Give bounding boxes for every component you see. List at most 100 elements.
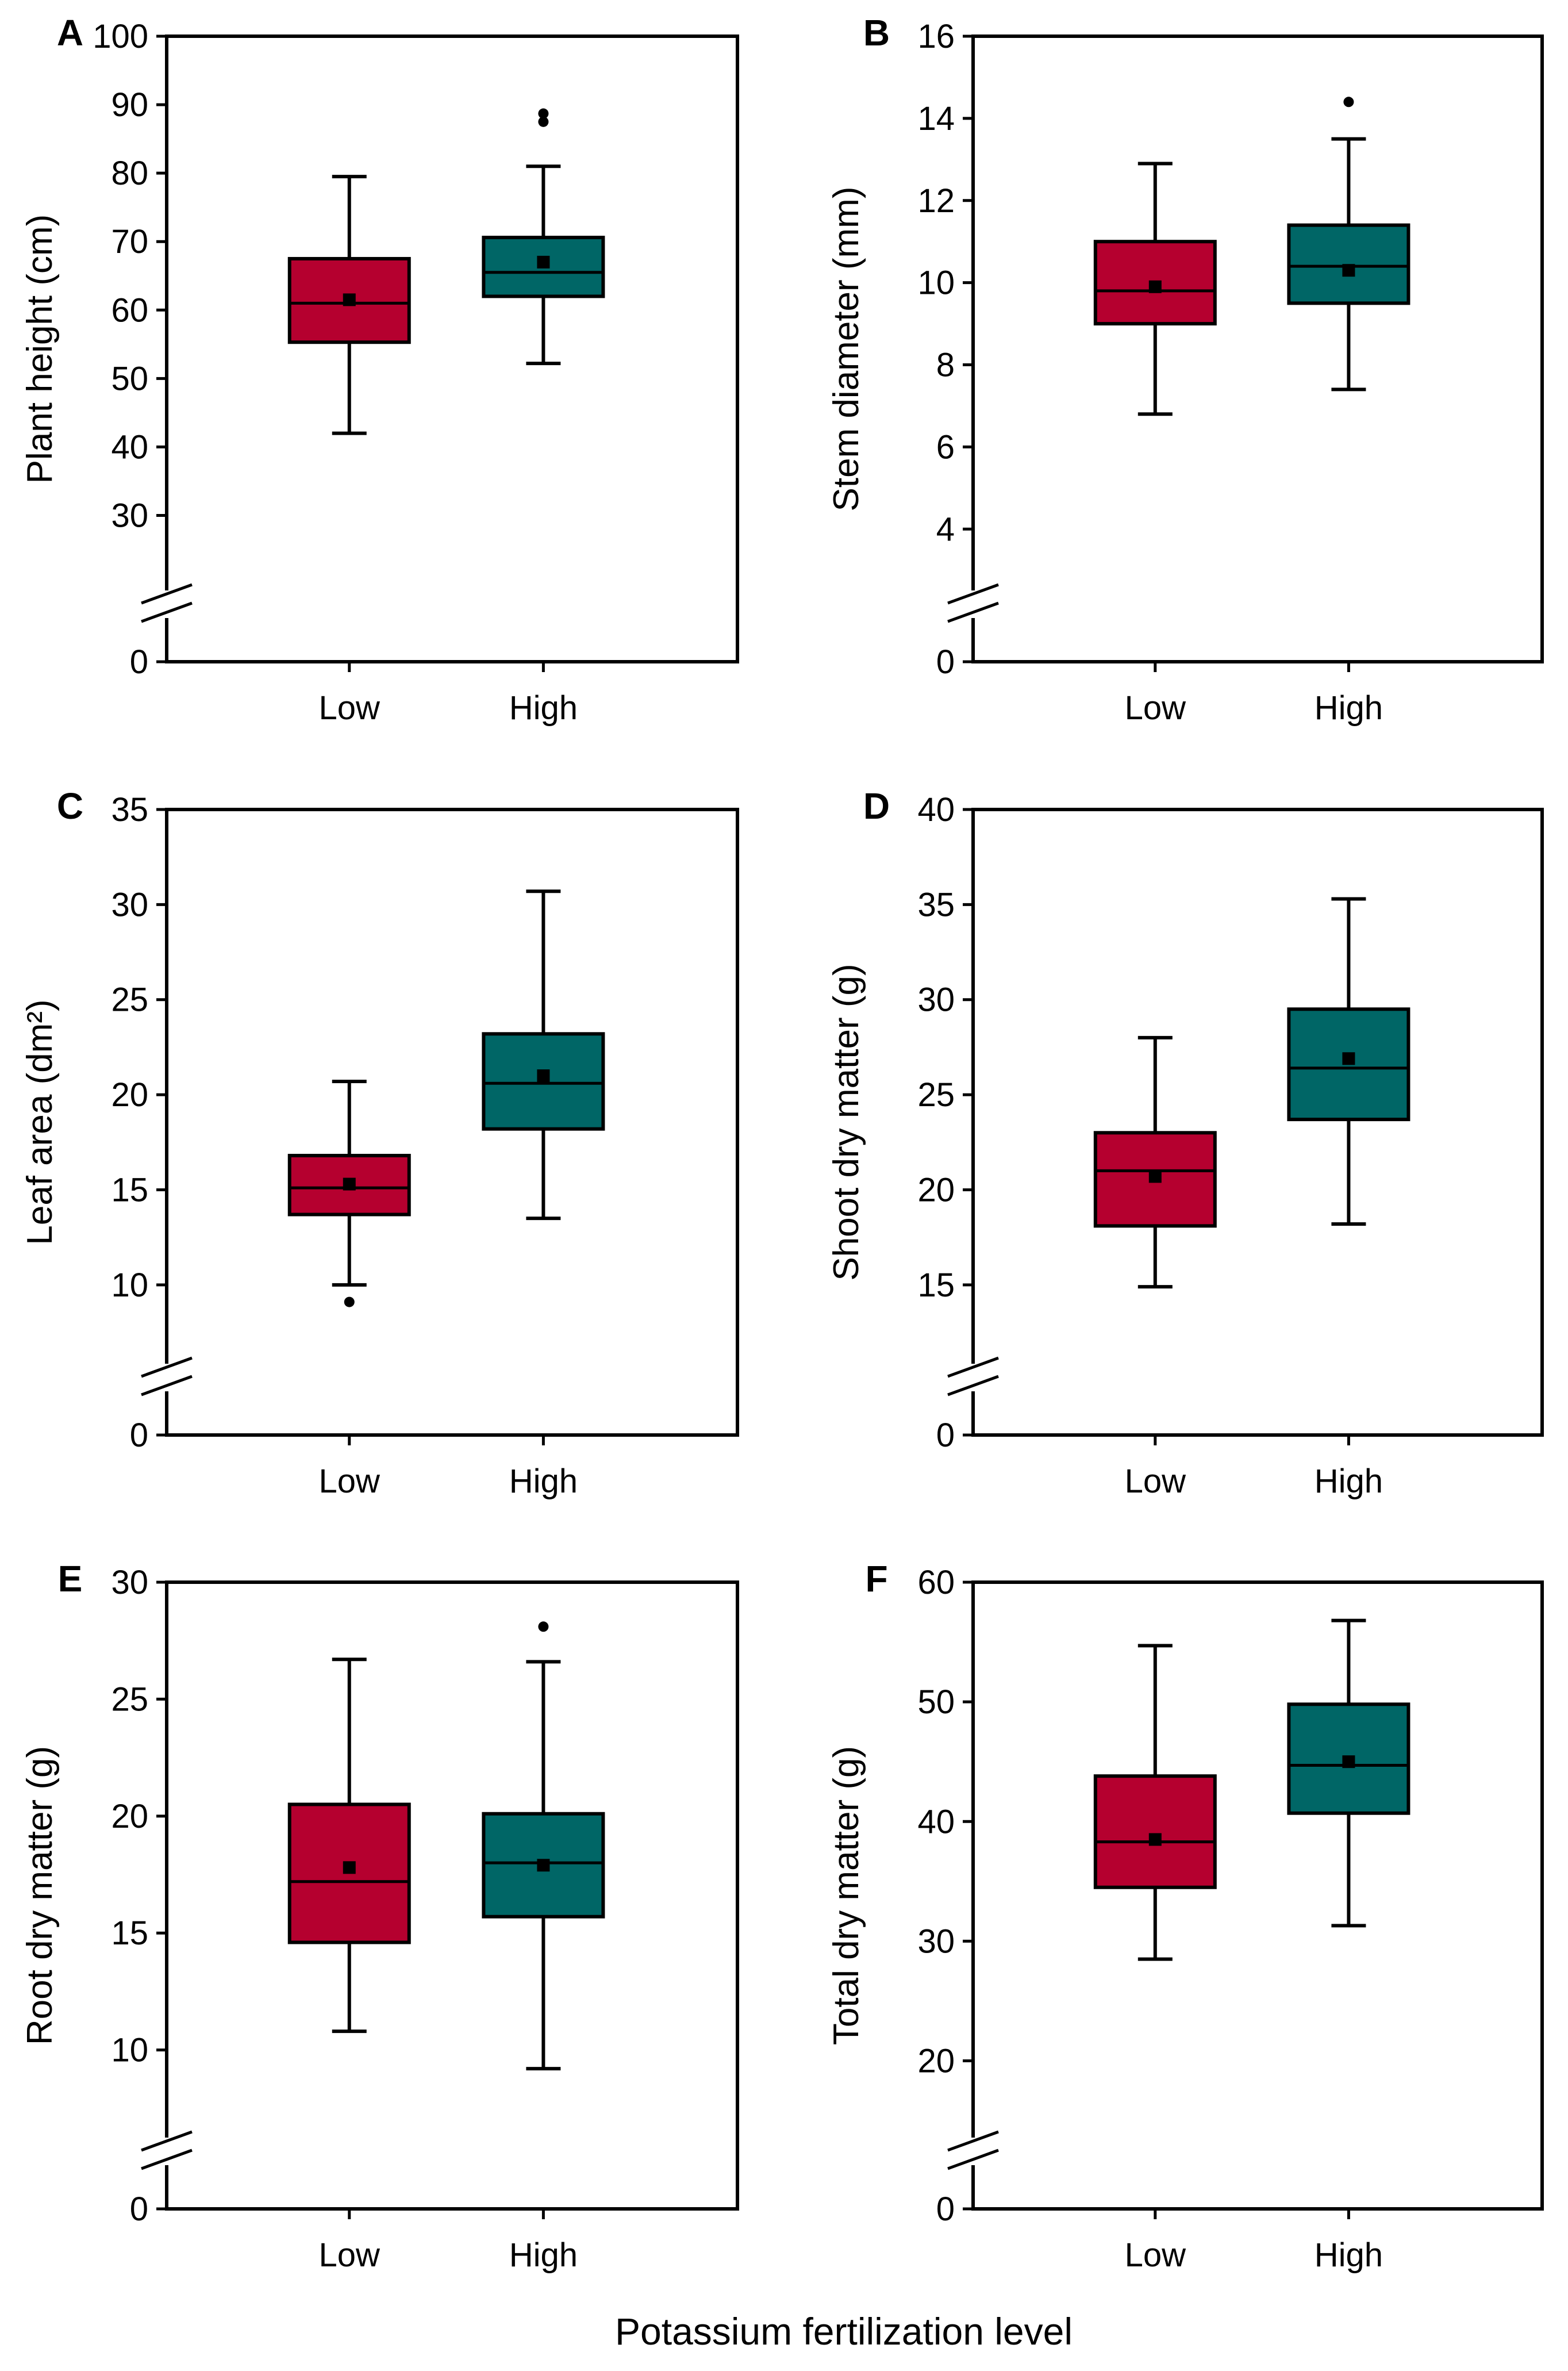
y-tick-label-zero: 0 [936, 643, 955, 681]
box-high [1287, 1618, 1411, 1928]
y-tick-label: 20 [111, 1076, 148, 1114]
mean-marker [537, 255, 550, 268]
y-axis-label: Root dry matter (g) [20, 1746, 60, 2045]
panel-letter-f: F [865, 1558, 887, 1599]
panel-b: B 4 6 8 10 12 14 16 0 Stem diameter (mm) Low High [827, 12, 1544, 727]
y-tick-label: 50 [917, 1683, 955, 1721]
y-axis-label: Leaf area (dm²) [20, 999, 60, 1245]
plot-frame [165, 808, 739, 1437]
y-axis-label: Shoot dry matter (g) [827, 964, 866, 1280]
y-tick-label: 40 [111, 428, 148, 466]
mean-marker [343, 1177, 356, 1191]
y-tick-label-zero: 0 [936, 2190, 955, 2228]
axis-break-mark [947, 1356, 999, 1378]
iqr-box [1093, 1774, 1217, 1889]
iqr-box [1287, 223, 1411, 305]
mean-marker [1342, 264, 1355, 277]
y-tick-label: 90 [111, 86, 148, 124]
y-tick-label: 60 [917, 1564, 955, 1601]
y-tick-label: 35 [917, 886, 955, 923]
axis-break-mark [141, 1356, 193, 1378]
panel-letter-d: D [863, 785, 890, 827]
y-tick-label: 12 [917, 182, 955, 220]
global-x-axis-label: Potassium fertilization level [615, 2310, 1073, 2353]
x-tick-label-high: High [509, 2236, 578, 2274]
y-tick-label: 60 [111, 291, 148, 329]
outlier-point [538, 116, 549, 127]
iqr-box [482, 1812, 605, 1919]
y-tick-label-zero: 0 [130, 643, 148, 681]
x-tick-label-high: High [1315, 1463, 1383, 1500]
mean-marker [1148, 280, 1162, 293]
y-tick-label: 30 [917, 981, 955, 1019]
y-axis-label: Plant height (cm) [20, 214, 60, 484]
box-low [287, 1079, 411, 1307]
plot-frame [165, 34, 739, 663]
x-tick-label-high: High [509, 1463, 578, 1500]
y-tick-label: 10 [111, 1267, 148, 1304]
y-tick-label-zero: 0 [936, 1417, 955, 1454]
y-tick-label: 4 [936, 511, 955, 548]
axis-break-mark [947, 2130, 999, 2152]
y-tick-label: 30 [111, 1564, 148, 1601]
y-tick-label: 25 [111, 1681, 148, 1718]
y-tick-label: 20 [111, 1798, 148, 1835]
box-low [287, 1658, 411, 2034]
box-low [1093, 162, 1217, 416]
mean-marker [537, 1069, 550, 1083]
x-tick-label-low: Low [1125, 689, 1187, 727]
y-tick-label: 6 [936, 428, 955, 466]
axis-break-mark [141, 601, 193, 623]
outlier-point [1343, 97, 1354, 108]
outlier-point [538, 108, 549, 119]
plot-frame [971, 34, 1544, 663]
box-high [482, 108, 605, 366]
outlier-point [344, 1296, 355, 1307]
y-tick-label: 25 [917, 1076, 955, 1114]
y-tick-label: 10 [917, 264, 955, 302]
box-high [1287, 897, 1411, 1226]
plot-frame [165, 1580, 739, 2211]
x-tick-label-low: Low [319, 1463, 381, 1500]
x-tick-label-low: Low [1125, 2236, 1187, 2274]
y-tick-label: 50 [111, 360, 148, 397]
axis-break-mark [141, 1375, 193, 1396]
outlier-point [538, 1621, 549, 1632]
axis-break-mark [947, 1375, 999, 1396]
y-tick-label: 15 [111, 1171, 148, 1208]
mean-marker [1342, 1755, 1355, 1768]
y-tick-label: 100 [93, 18, 148, 55]
mean-marker [343, 1861, 356, 1874]
axis-break-mark [141, 2149, 193, 2170]
x-tick-label-high: High [1315, 689, 1383, 727]
plot-frame [971, 1580, 1544, 2211]
y-tick-label: 30 [917, 1923, 955, 1960]
mean-marker [537, 1859, 550, 1872]
y-axis-label: Total dry matter (g) [827, 1746, 866, 2045]
panel-d: D 15 20 25 30 35 40 0 Shoot dry matter (g) Low Hig… [827, 785, 1544, 1500]
y-tick-label-zero: 0 [130, 1417, 148, 1454]
mean-marker [1342, 1052, 1355, 1065]
y-tick-label: 30 [111, 497, 148, 534]
panel-letter-b: B [863, 12, 890, 53]
y-tick-label: 14 [917, 100, 955, 137]
box-high [1287, 97, 1411, 392]
x-tick-label-low: Low [319, 2236, 381, 2274]
x-tick-label-high: High [1315, 2236, 1383, 2274]
mean-marker [1148, 1833, 1162, 1846]
x-tick-label-high: High [509, 689, 578, 727]
y-tick-label: 8 [936, 347, 955, 384]
y-tick-label: 35 [111, 791, 148, 828]
panel-c: C 10 15 20 25 30 35 0 Leaf area (dm²) Low High [20, 785, 739, 1500]
panel-a: A 30 40 50 60 70 80 90 100 0 Plant height (cm) Low H… [20, 12, 739, 727]
panel-e: E 10 15 20 25 30 0 Root dry matter (g) Low High [20, 1558, 739, 2274]
mean-marker [343, 293, 356, 306]
y-tick-label-zero: 0 [130, 2190, 148, 2228]
y-tick-label: 80 [111, 155, 148, 192]
plot-frame [971, 808, 1544, 1437]
panel-letter-c: C [57, 785, 83, 827]
axis-break-mark [141, 583, 193, 605]
y-tick-label: 15 [917, 1267, 955, 1304]
box-low [1093, 1035, 1217, 1289]
